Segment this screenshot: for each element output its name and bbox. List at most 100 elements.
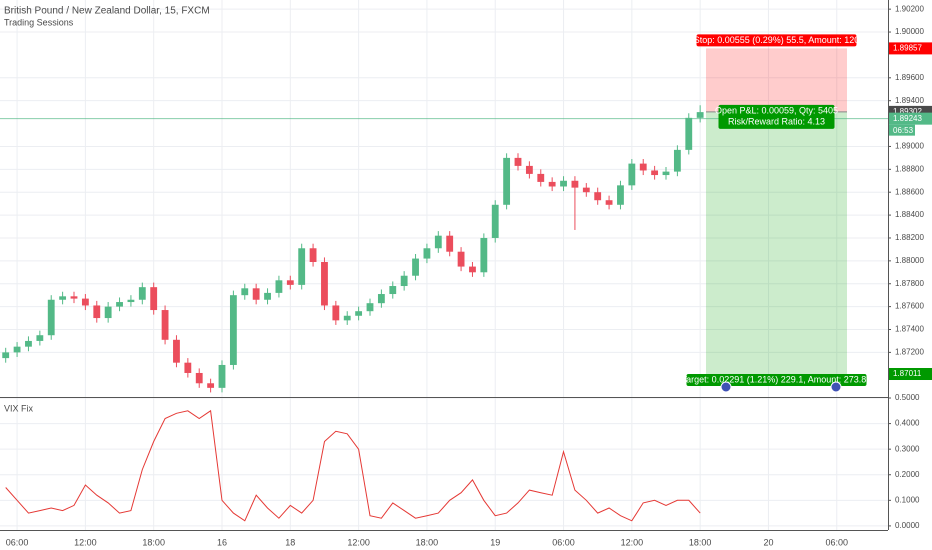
target-label: Target: 0.02291 (1.21%) 229.1, Amount: 2… [682,374,872,384]
candle-body [366,303,374,312]
candle-body [321,261,328,306]
candle-body [457,251,465,267]
ratio-label: Risk/Reward Ratio: 4.13 [728,116,825,126]
y-tick-label: 1.89600 [895,73,924,82]
candle-body [184,362,192,373]
candle-body [400,275,408,287]
candle-body [207,383,215,388]
y-tick-label: 1.90000 [895,27,924,36]
candle-body [469,266,476,273]
candle-body [491,204,499,238]
price-tag-label: 1.89243 [893,114,922,123]
candle-body [309,248,317,262]
candle-body [59,296,67,300]
stop-label-box [696,34,857,47]
candle-body [195,372,203,384]
stop-label: Stop: 0.00555 (0.29%) 55.5, Amount: 120 [694,35,860,45]
overlay: 06:00 12:00 18:00 16 18 12:00 18:00 19 06:00 12:0… [6,4,932,547]
candle-body [127,299,135,303]
grid [0,0,888,530]
x-tick-label: 18:00 [416,537,439,547]
countdown: 06:53 [893,126,914,135]
x-tick-label: 06:00 [6,537,29,547]
candle-body [81,298,89,306]
y-tick-label: 0.5000 [895,393,920,402]
candle-body [104,306,112,319]
y-tick-label: 0.2000 [895,470,920,479]
y-tick-label: 0.1000 [895,495,920,504]
countdown-box [889,124,915,136]
candle-body [389,286,397,295]
pnl-label: Open P&L: 0.00059, Qty: 5405 [715,105,838,115]
vix-line [5,409,701,522]
candle-body [560,180,567,187]
candle-body [582,187,590,193]
candle-body [548,181,556,187]
y-tick-label: 1.88800 [895,164,924,173]
y-tick-label: 1.89400 [895,96,924,105]
x-tick-label: 06:00 [552,537,575,547]
candle-body [480,237,488,273]
price-tag-label: 1.89302 [893,107,922,116]
y-tick-label: 1.87400 [895,325,924,334]
candle-body [332,305,340,321]
candle-body [218,364,226,388]
candle-body [116,302,123,307]
y-tick-label: 0.0000 [895,521,920,530]
candle-body [617,185,624,205]
candle-body [434,235,442,249]
y-tick-label: 1.88200 [895,233,924,242]
candle-body [264,292,271,300]
candle-body [412,258,419,276]
candle-body [47,299,55,336]
candle-body [173,339,180,363]
price-tag-label: 1.89857 [893,44,922,53]
indicator-title: VIX Fix [4,403,34,413]
x-tick-label: 16 [217,537,227,547]
candle-body [377,294,385,304]
candle-body [343,315,351,321]
y-tick-label: 1.89000 [895,142,924,151]
candle-body [13,346,21,353]
y-tick-label: 0.4000 [895,419,920,428]
y-tick-label: 1.87600 [895,302,924,311]
candle-body [252,288,260,300]
y-tick-label: 1.87200 [895,347,924,356]
y-tick-label: 1.88000 [895,256,924,265]
candle-body [25,340,32,347]
candle-body [628,163,636,186]
candle-body [93,305,101,319]
x-tick-label: 12:00 [74,537,97,547]
candle-body [685,117,693,150]
indicator-label: Trading Sessions [4,17,74,27]
x-tick-label: 18:00 [689,537,712,547]
target-label-box [686,374,867,387]
candle-body [36,335,44,341]
candle-body [275,280,283,293]
candle-body [514,157,522,166]
candle-body [286,280,294,285]
y-tick-label: 0.3000 [895,444,920,453]
price-tag [889,112,932,125]
price-tag [889,368,932,381]
candle-body [525,165,533,174]
candle-body [229,295,237,365]
x-tick-label: 12:00 [621,537,644,547]
x-tick-label: 12:00 [347,537,370,547]
candle-body [241,288,249,296]
price-tag-label: 1.87011 [893,369,922,378]
candle-body [662,171,670,176]
candle-body [651,170,659,176]
candle-body [639,163,647,171]
marks [0,48,888,522]
stop-zone [706,48,847,112]
pnl-label-box [718,104,835,129]
x-tick-label: 20 [763,537,773,547]
y-tick-label: 1.87800 [895,279,924,288]
chart-title: British Pound / New Zealand Dollar, 15, … [4,6,210,17]
y-tick-label: 1.88600 [895,187,924,196]
candle-body [150,287,158,311]
x-tick-label: 18:00 [142,537,165,547]
